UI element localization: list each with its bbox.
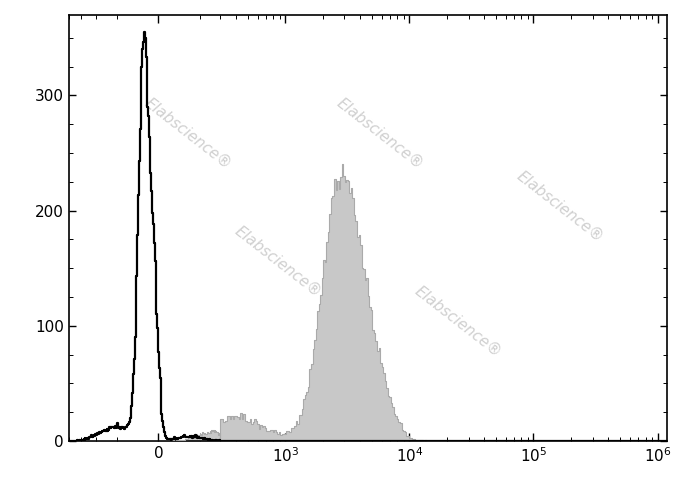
Text: Elabscience®: Elabscience®	[334, 96, 427, 172]
Text: Elabscience®: Elabscience®	[142, 96, 235, 172]
Text: Elabscience®: Elabscience®	[513, 168, 606, 245]
Text: Elabscience®: Elabscience®	[232, 223, 325, 300]
Text: Elabscience®: Elabscience®	[411, 283, 504, 360]
